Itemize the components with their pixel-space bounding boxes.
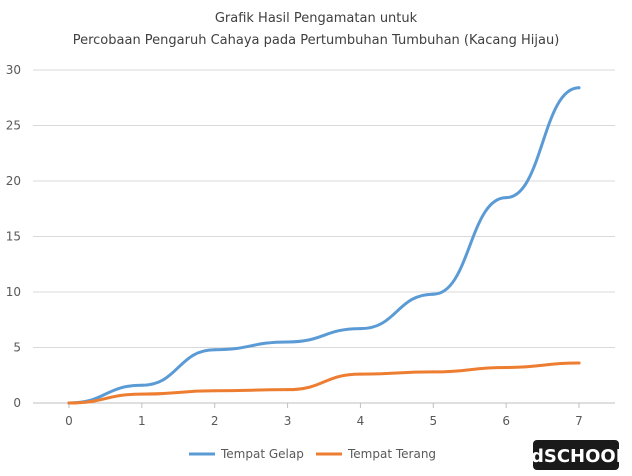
- data-point: [358, 327, 362, 331]
- y-tick-label: 25: [6, 119, 21, 133]
- chart-title-line: Percobaan Pengaruh Cahaya pada Pertumbuh…: [73, 33, 560, 48]
- chart-title-line: Grafik Hasil Pengamatan untuk: [215, 11, 418, 26]
- y-tick-label: 0: [13, 396, 21, 410]
- x-tick-label: 6: [502, 414, 510, 428]
- y-axis-ticks: 0 5 10 15 20 25 30: [6, 63, 21, 410]
- data-point: [504, 365, 508, 369]
- data-point: [504, 196, 508, 200]
- x-tick-label: 0: [65, 414, 73, 428]
- data-point: [577, 86, 581, 90]
- data-point: [140, 392, 144, 396]
- data-point: [431, 292, 435, 296]
- data-point: [431, 370, 435, 374]
- y-tick-label: 20: [6, 174, 21, 188]
- x-tick-label: 4: [357, 414, 365, 428]
- gridlines: [33, 69, 615, 404]
- legend: Tempat Gelap Tempat Terang: [189, 447, 436, 461]
- data-point: [358, 372, 362, 376]
- legend-label: Tempat Gelap: [220, 447, 304, 461]
- data-point: [140, 383, 144, 387]
- chart-title: Grafik Hasil Pengamatan untuk Percobaan P…: [73, 11, 560, 48]
- x-tick-label: 3: [284, 414, 292, 428]
- y-tick-label: 10: [6, 285, 21, 299]
- x-tick-label: 5: [429, 414, 437, 428]
- data-point: [577, 361, 581, 365]
- y-tick-label: 15: [6, 230, 21, 244]
- series-line-0: [67, 86, 581, 405]
- data-point: [67, 401, 71, 405]
- series-line-1: [67, 361, 581, 405]
- logo-text: idSCHOOL: [525, 446, 627, 467]
- legend-label: Tempat Terang: [347, 447, 436, 461]
- data-point: [213, 389, 217, 393]
- x-tick-label: 1: [138, 414, 146, 428]
- x-tick-label: 7: [575, 414, 583, 428]
- data-point: [286, 388, 290, 392]
- idschool-logo: idSCHOOL: [525, 440, 627, 470]
- x-axis-ticks: 0 1 2 3 4 5 6 7: [65, 403, 583, 428]
- y-tick-label: 30: [6, 63, 21, 77]
- x-tick-label: 2: [211, 414, 219, 428]
- series-lines: [67, 86, 581, 405]
- y-tick-label: 5: [13, 341, 21, 355]
- logo-background: [533, 440, 619, 470]
- data-point: [286, 340, 290, 344]
- data-point: [213, 348, 217, 352]
